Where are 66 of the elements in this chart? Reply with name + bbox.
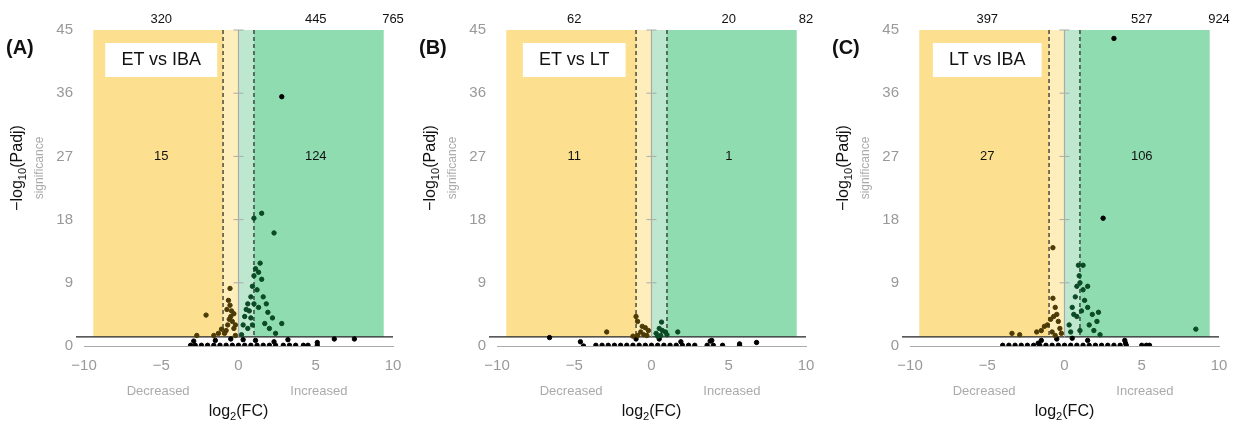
text: 62	[567, 10, 582, 26]
y-tick-label: 0	[477, 336, 486, 354]
text: significance	[445, 136, 460, 200]
x-tick-label: −5	[565, 356, 583, 374]
annotation: 11	[567, 147, 581, 163]
y-tick-label: 27	[882, 146, 899, 164]
text: ET vs LT	[539, 48, 610, 69]
y-tick-label: 18	[56, 209, 73, 227]
y-axis-title: −log10(Padj)	[8, 125, 28, 211]
text: LT vs IBA	[949, 48, 1026, 69]
text: 924	[1208, 10, 1230, 26]
text: Decreased	[539, 382, 603, 398]
x-tick-label: 5	[724, 356, 733, 374]
x-tick-label: −10	[484, 356, 510, 374]
x-tick-label: 0	[234, 356, 243, 374]
x-tick-label: −10	[897, 356, 923, 374]
text: (A)	[6, 35, 34, 58]
x-tick-label: −10	[71, 356, 97, 374]
text: Increased	[1116, 382, 1174, 398]
annotation: 1	[725, 147, 733, 163]
y-tick-label: 18	[469, 209, 486, 227]
text: Increased	[290, 382, 348, 398]
y-tick-label: 45	[469, 20, 486, 38]
y-tick-label: 9	[477, 272, 486, 290]
text: 765	[382, 10, 404, 26]
x-tick-label: 10	[384, 356, 402, 374]
text: ET vs IBA	[121, 48, 202, 69]
text: 20	[721, 10, 736, 26]
y-tick-label: 0	[890, 336, 899, 354]
text: Decreased	[952, 382, 1016, 398]
y-tick-label: 36	[56, 83, 73, 101]
text: 82	[798, 10, 814, 26]
x-tick-label: 0	[647, 356, 656, 374]
x-tick-label: −5	[978, 356, 996, 374]
text: (C)	[832, 35, 860, 58]
y-tick-label: 27	[469, 146, 486, 164]
x-tick-label: 5	[1137, 356, 1146, 374]
annotation: 106	[1130, 147, 1153, 163]
y-tick-label: 9	[890, 272, 899, 290]
y-tick-label: 18	[882, 209, 899, 227]
text: Increased	[703, 382, 761, 398]
annotation: 124	[304, 147, 327, 163]
y-tick-label: 9	[64, 272, 73, 290]
y-tick-label: 36	[469, 83, 486, 101]
y-tick-label: 45	[882, 20, 899, 38]
text: 445	[304, 10, 327, 26]
y-tick-label: 45	[56, 20, 73, 38]
y-axis-title: −log10(Padj)	[834, 125, 854, 211]
y-axis-title: −log10(Padj)	[421, 125, 441, 211]
text: significance	[32, 136, 47, 200]
x-tick-label: 10	[1210, 356, 1228, 374]
annotation: 27	[980, 147, 995, 163]
text: significance	[858, 136, 873, 200]
x-tick-label: 5	[311, 356, 320, 374]
text: Decreased	[126, 382, 190, 398]
text: 527	[1130, 10, 1153, 26]
y-tick-label: 0	[64, 336, 73, 354]
x-tick-label: 0	[1060, 356, 1069, 374]
text: (B)	[419, 35, 447, 58]
text: 320	[150, 10, 173, 26]
text: 397	[976, 10, 999, 26]
annotation: 15	[154, 147, 169, 163]
y-tick-label: 27	[56, 146, 73, 164]
x-tick-label: −5	[152, 356, 170, 374]
y-tick-label: 36	[882, 83, 899, 101]
x-tick-label: 10	[797, 356, 815, 374]
